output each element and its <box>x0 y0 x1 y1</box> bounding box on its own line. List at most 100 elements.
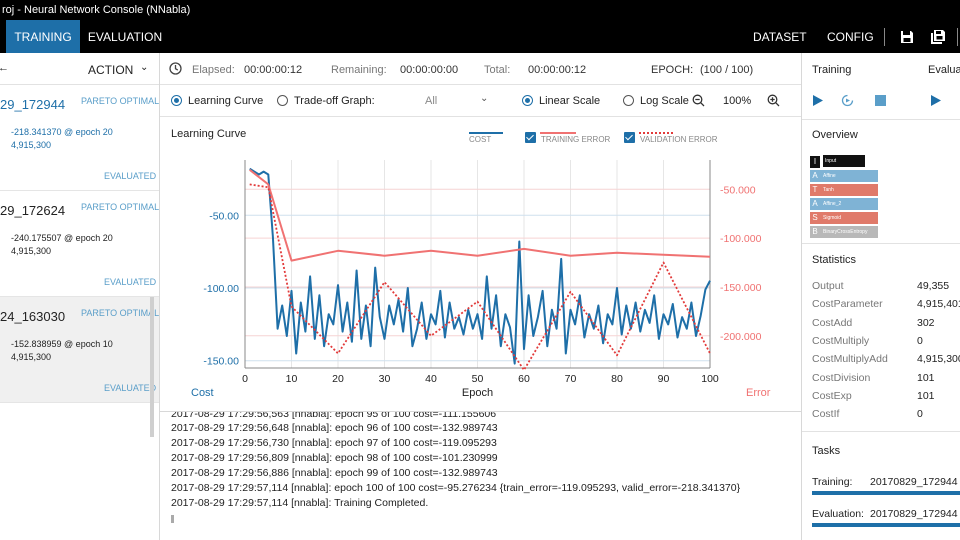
linear-scale-label[interactable]: Linear Scale <box>539 95 601 107</box>
legend-validation-error-swatch <box>639 132 675 134</box>
network-overview-thumbnail[interactable]: I Input A Affine T Tanh A Affine_2 S Sig… <box>810 155 878 238</box>
status-badge: PARETO OPTIMAL <box>81 308 160 318</box>
tasks-section-label: Tasks <box>812 445 841 457</box>
log-line: 2017-08-29 17:29:57,114 [nnabla]: epoch … <box>171 482 741 494</box>
history-item-best-cost: -152.838959 @ epoch 10 <box>11 339 113 349</box>
y-right-tick-label: -150.000 <box>720 282 762 294</box>
clock-icon <box>169 62 182 75</box>
learning-curve-radio[interactable] <box>171 95 182 106</box>
y-right-axis-label: Error <box>746 387 771 399</box>
task-training-progress <box>812 491 960 495</box>
stat-key: Output <box>812 280 844 292</box>
history-item-name[interactable]: 24_163030 <box>0 309 66 324</box>
log-line: 2017-08-29 17:29:56,563 [nnabla]: epoch … <box>171 411 497 420</box>
task-training-value[interactable]: 20170829_172944 <box>870 476 958 488</box>
run-evaluation-icon[interactable] <box>930 95 941 106</box>
top-navigation-bar: TRAINING EVALUATION DATASET CONFIG <box>0 20 960 53</box>
layer-tanh: T Tanh <box>810 184 878 196</box>
stat-value: 49,355 <box>917 280 950 292</box>
epoch-value: (100 / 100) <box>700 64 754 76</box>
stat-key: CostIf <box>812 408 840 420</box>
x-tick-label: 100 <box>701 373 719 385</box>
stat-key: CostParameter <box>812 298 883 310</box>
x-tick-label: 20 <box>332 373 344 385</box>
stat-key: CostDivision <box>812 372 871 384</box>
legend-training-error-swatch <box>540 132 576 134</box>
history-item-best-cost: -218.341370 @ epoch 20 <box>11 127 113 137</box>
validation-error-checkbox[interactable] <box>624 132 635 143</box>
save-icon[interactable] <box>900 30 914 44</box>
tradeoff-graph-option-label[interactable]: Trade-off Graph: <box>294 95 375 107</box>
history-item[interactable]: 29_172624 PARETO OPTIMAL -240.175507 @ e… <box>0 191 159 297</box>
back-arrow-icon[interactable]: ← <box>0 62 9 74</box>
layer-affine: A Affine <box>810 170 878 182</box>
log-scrollbar[interactable] <box>171 515 174 523</box>
tradeoff-graph-radio[interactable] <box>277 95 288 106</box>
tab-evaluation[interactable]: EVALUATION <box>87 30 163 44</box>
zoom-in-icon[interactable] <box>767 94 780 107</box>
task-evaluation-label: Evaluation: <box>812 508 864 520</box>
stat-key: CostExp <box>812 390 852 402</box>
training-log: 2017-08-29 17:29:56,563 [nnabla]: epoch … <box>160 411 801 540</box>
layer-input: I Input <box>810 155 878 168</box>
remaining-label: Remaining: <box>331 64 387 76</box>
history-item[interactable]: 29_172944 PARETO OPTIMAL -218.341370 @ e… <box>0 85 159 191</box>
log-scale-radio[interactable] <box>623 95 634 106</box>
remaining-value: 00:00:00:00 <box>400 64 459 76</box>
tradeoff-select-value[interactable]: All <box>425 95 438 107</box>
legend-cost-label: COST <box>469 135 492 144</box>
resume-training-icon[interactable] <box>841 94 854 107</box>
config-button[interactable]: CONFIG <box>827 30 874 44</box>
x-tick-label: 70 <box>565 373 577 385</box>
learning-curve-option-label[interactable]: Learning Curve <box>188 95 264 107</box>
status-badge: PARETO OPTIMAL <box>81 96 160 106</box>
task-evaluation-value[interactable]: 20170829_172944 <box>870 508 958 520</box>
run-training-icon[interactable] <box>812 95 823 106</box>
learning-curve-chart: Learning Curve COST TRAINING ERROR VALID… <box>160 117 801 411</box>
save-as-icon[interactable] <box>931 30 945 44</box>
x-tick-label: 80 <box>611 373 623 385</box>
history-item-name[interactable]: 29_172624 <box>0 203 66 218</box>
overview-section-label: Overview <box>812 129 858 141</box>
total-label: Total: <box>484 64 511 76</box>
history-item[interactable]: 24_163030 PARETO OPTIMAL -152.838959 @ e… <box>0 297 159 403</box>
series-line-cost <box>249 167 711 365</box>
log-line: 2017-08-29 17:29:56,809 [nnabla]: epoch … <box>171 452 498 464</box>
y-right-tick-label: -50.000 <box>720 184 756 196</box>
log-line: 2017-08-29 17:29:56,886 [nnabla]: epoch … <box>171 467 498 479</box>
action-menu-label[interactable]: ACTION <box>88 63 134 77</box>
history-item-status: EVALUATED <box>104 277 157 287</box>
layer-binary-cross-entropy: B BinaryCrossEntropy <box>810 226 878 238</box>
x-tick-label: 50 <box>472 373 484 385</box>
stat-key: CostMultiply <box>812 335 870 347</box>
series-line-training-error <box>249 169 711 262</box>
history-item-status: EVALUATED <box>104 383 157 393</box>
epoch-label: EPOCH: <box>651 64 694 76</box>
stat-key: CostAdd <box>812 317 853 329</box>
chevron-down-icon[interactable]: ⌄ <box>480 93 489 104</box>
series-line-validation-error <box>249 183 711 371</box>
tab-training[interactable]: TRAINING <box>6 20 80 53</box>
dataset-button[interactable]: DATASET <box>753 30 807 44</box>
x-tick-label: 60 <box>518 373 530 385</box>
y-right-tick-label: -100.000 <box>720 233 762 245</box>
elapsed-label: Elapsed: <box>192 64 235 76</box>
stop-training-icon[interactable] <box>875 95 886 106</box>
zoom-level: 100% <box>723 95 752 107</box>
layer-affine-2: A Affine_2 <box>810 198 878 210</box>
history-item-name[interactable]: 29_172944 <box>0 97 66 112</box>
log-scale-label[interactable]: Log Scale <box>640 95 689 107</box>
zoom-out-icon[interactable] <box>692 94 705 107</box>
graph-options-bar: Learning Curve Trade-off Graph: All ⌄ Li… <box>160 85 801 117</box>
history-scrollbar[interactable] <box>150 297 154 437</box>
info-panel: Training Evaluati Overview I Input A Aff… <box>801 53 960 540</box>
chevron-down-icon[interactable]: ⌄ <box>140 62 149 73</box>
legend-cost-swatch <box>469 132 503 134</box>
elapsed-value: 00:00:00:12 <box>244 64 303 76</box>
x-tick-label: 40 <box>425 373 437 385</box>
training-error-checkbox[interactable] <box>525 132 536 143</box>
y-left-tick-label: -50.00 <box>209 210 239 222</box>
toolbar-divider <box>957 28 958 46</box>
linear-scale-radio[interactable] <box>522 95 533 106</box>
status-badge: PARETO OPTIMAL <box>81 202 160 212</box>
